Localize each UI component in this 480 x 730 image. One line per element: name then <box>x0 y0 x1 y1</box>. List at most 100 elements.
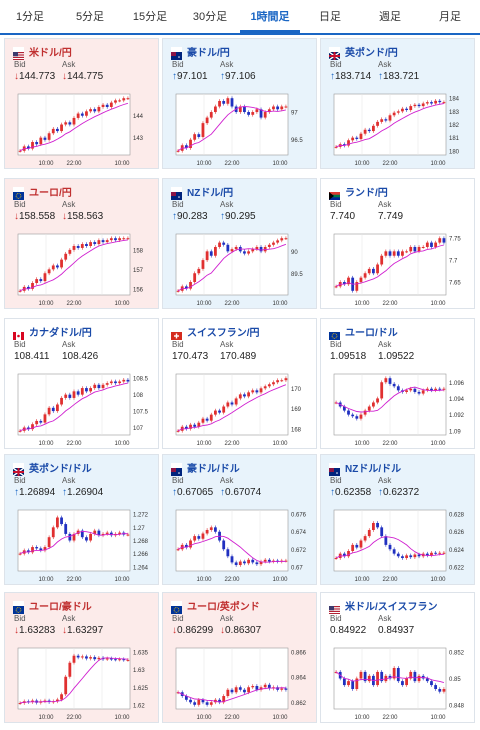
candle-body <box>401 108 404 112</box>
candle-body <box>80 388 84 395</box>
candle-body <box>247 559 250 564</box>
tab-4[interactable]: 1時間足 <box>240 0 300 33</box>
mini-chart[interactable]: 108.5 108 107.5 107 10:00 22:00 10:00 <box>12 369 154 449</box>
pair-name[interactable]: 米ドル/スイスフラン <box>345 601 438 613</box>
rate-card[interactable]: ユーロ/円 Bid Ask ↓158.558 ↓158.563 158 157 156 10:0… <box>4 178 159 309</box>
candle-body <box>109 532 113 536</box>
tab-1[interactable]: 5分足 <box>75 11 105 23</box>
mini-chart[interactable]: 0.852 0.85 0.848 10:00 22:00 10:00 <box>328 643 470 723</box>
candle-body <box>425 553 429 556</box>
pair-name[interactable]: ユーロ/豪ドル <box>29 601 92 613</box>
mini-chart[interactable]: 90 89.5 10:00 22:00 10:00 <box>170 229 312 309</box>
candle-body <box>442 388 446 390</box>
rate-card[interactable]: ユーロ/ドル Bid Ask 1.09518 1.09522 1.096 1.094 1.09… <box>320 318 475 449</box>
mini-chart[interactable]: 0.866 0.864 0.862 10:00 22:00 10:00 <box>170 643 312 723</box>
y-tick-label: 1.62 <box>133 703 145 709</box>
x-tick-label: 10:00 <box>196 441 212 447</box>
candle-body <box>126 379 130 382</box>
tab-6[interactable]: 週足 <box>379 11 401 23</box>
candle-body <box>392 383 396 387</box>
tab-3[interactable]: 30分足 <box>192 11 228 23</box>
pair-name[interactable]: 豪ドル/ドル <box>187 463 240 475</box>
bid-label: Bid <box>14 340 26 349</box>
rate-card[interactable]: 米ドル/スイスフラン Bid Ask 0.84922 0.84937 0.852 0.85 0… <box>320 592 475 723</box>
candle-body <box>176 549 180 551</box>
candle-body <box>392 112 396 116</box>
candle-body <box>101 240 105 243</box>
rate-card[interactable]: 豪ドル/ドル Bid Ask ↑0.67065 ↑0.67074 0.676 0.674 0.… <box>162 454 317 585</box>
bid-ask-header: Bid Ask <box>14 614 110 623</box>
pair-name[interactable]: ランド/円 <box>345 187 388 199</box>
candle-body <box>226 689 230 697</box>
rate-card[interactable]: スイスフラン/円 Bid Ask 170.473 170.489 170 169 168 10:… <box>162 318 317 449</box>
rate-card[interactable]: 英ポンド/円 Bid Ask ↑183.714 ↑183.721 184 183 182 181… <box>320 38 475 169</box>
arrow-up-icon: ↑ <box>330 71 335 82</box>
rate-card[interactable]: ユーロ/英ポンド Bid Ask ↓0.86299 ↓0.86307 0.866 0.864… <box>162 592 317 723</box>
tab-5[interactable]: 日足 <box>319 11 341 23</box>
pair-name[interactable]: スイスフラン/円 <box>187 327 260 339</box>
mini-chart[interactable]: 0.676 0.674 0.672 0.67 10:00 22:00 10:00 <box>170 505 312 585</box>
tab-0[interactable]: 1分足 <box>15 11 45 23</box>
rate-card[interactable]: 米ドル/円 Bid Ask ↓144.773 ↓144.775 144 143 10:00 22… <box>4 38 159 169</box>
mini-chart[interactable]: 1.272 1.27 1.268 1.266 1.264 10:00 22:00 10:00 <box>12 505 154 585</box>
candle-body <box>189 699 192 703</box>
pair-name[interactable]: ユーロ/英ポンド <box>187 601 260 613</box>
rate-card[interactable]: ランド/円 Bid Ask 7.740 7.749 7.75 7.7 7.65 10:00 22:… <box>320 178 475 309</box>
rate-card[interactable]: NZドル/円 Bid Ask ↑90.283 ↑90.295 90 89.5 10:00 22:… <box>162 178 317 309</box>
pair-name[interactable]: 米ドル/円 <box>29 47 72 59</box>
candle-body <box>72 117 76 125</box>
rate-card[interactable]: ユーロ/豪ドル Bid Ask ↓1.63283 ↓1.63297 1.635 1.63 1.… <box>4 592 159 723</box>
mini-chart[interactable]: 7.75 7.7 7.65 10:00 22:00 10:00 <box>328 229 470 309</box>
x-tick-label: 22:00 <box>382 715 398 721</box>
x-tick-label: 10:00 <box>354 715 370 721</box>
mini-chart[interactable]: 97 96.5 10:00 22:00 10:00 <box>170 89 312 169</box>
candle-body <box>105 658 109 660</box>
candle-body <box>93 109 97 112</box>
candle-body <box>251 390 255 393</box>
rate-card[interactable]: カナダドル/円 Bid Ask 108.411 108.426 108.5 108 107.5… <box>4 318 159 449</box>
mini-chart[interactable]: 184 183 182 181 180 10:00 22:00 10:00 <box>328 89 470 169</box>
pair-name[interactable]: 英ポンド/円 <box>345 47 398 59</box>
candle-body <box>18 290 22 292</box>
x-tick-label: 10:00 <box>272 301 288 307</box>
candle-body <box>64 122 68 125</box>
candle-body <box>205 251 209 261</box>
arrow-up-icon: ↑ <box>172 487 177 498</box>
candle-body <box>267 109 271 113</box>
candle-body <box>342 553 346 557</box>
mini-chart[interactable]: 158 157 156 10:00 22:00 10:00 <box>12 229 154 309</box>
candle-body <box>184 544 188 548</box>
ask-label: Ask <box>62 60 76 69</box>
bid-ask-values: 1.09518 1.09522 <box>330 351 426 362</box>
pair-name[interactable]: ユーロ/円 <box>29 187 72 199</box>
mini-chart[interactable]: 144 143 10:00 22:00 10:00 <box>12 89 154 169</box>
y-tick-label: 181 <box>449 136 460 142</box>
tab-7[interactable]: 月足 <box>439 11 461 23</box>
rate-card[interactable]: 豪ドル/円 Bid Ask ↑97.101 ↑97.106 97 96.5 10:00 22:0… <box>162 38 317 169</box>
x-tick-label: 22:00 <box>382 441 398 447</box>
candle-body <box>430 242 433 247</box>
mini-chart[interactable]: 1.635 1.63 1.625 1.62 10:00 22:00 10:00 <box>12 643 154 723</box>
pair-name[interactable]: ユーロ/ドル <box>345 327 398 339</box>
candle-body <box>372 268 375 274</box>
mini-chart[interactable]: 170 169 168 10:00 22:00 10:00 <box>170 369 312 449</box>
candle-body <box>118 381 122 384</box>
pair-name[interactable]: NZドル/円 <box>187 187 234 199</box>
mini-chart[interactable]: 1.096 1.094 1.092 1.09 10:00 22:00 10:00 <box>328 369 470 449</box>
rate-card[interactable]: 英ポンド/ドル Bid Ask ↑1.26894 ↑1.26904 1.272 1.27 1.… <box>4 454 159 585</box>
pair-name[interactable]: 豪ドル/円 <box>187 47 230 59</box>
rate-card[interactable]: NZドル/ドル Bid Ask ↑0.62358 ↑0.62372 0.628 0.626 0… <box>320 454 475 585</box>
tab-2[interactable]: 15分足 <box>132 11 168 23</box>
x-tick-label: 22:00 <box>224 715 240 721</box>
pair-name[interactable]: NZドル/ドル <box>345 463 402 475</box>
candle-body <box>396 386 400 391</box>
candle-body <box>218 699 221 703</box>
x-tick-label: 10:00 <box>38 161 54 167</box>
pair-name[interactable]: 英ポンド/ドル <box>29 463 92 475</box>
candle-body <box>351 414 355 417</box>
flag-icon <box>171 187 182 200</box>
mini-chart[interactable]: 0.628 0.626 0.624 0.622 10:00 22:00 10:00 <box>328 505 470 585</box>
candle-body <box>243 561 246 564</box>
flag-icon <box>171 463 182 476</box>
pair-name[interactable]: カナダドル/円 <box>29 327 92 339</box>
